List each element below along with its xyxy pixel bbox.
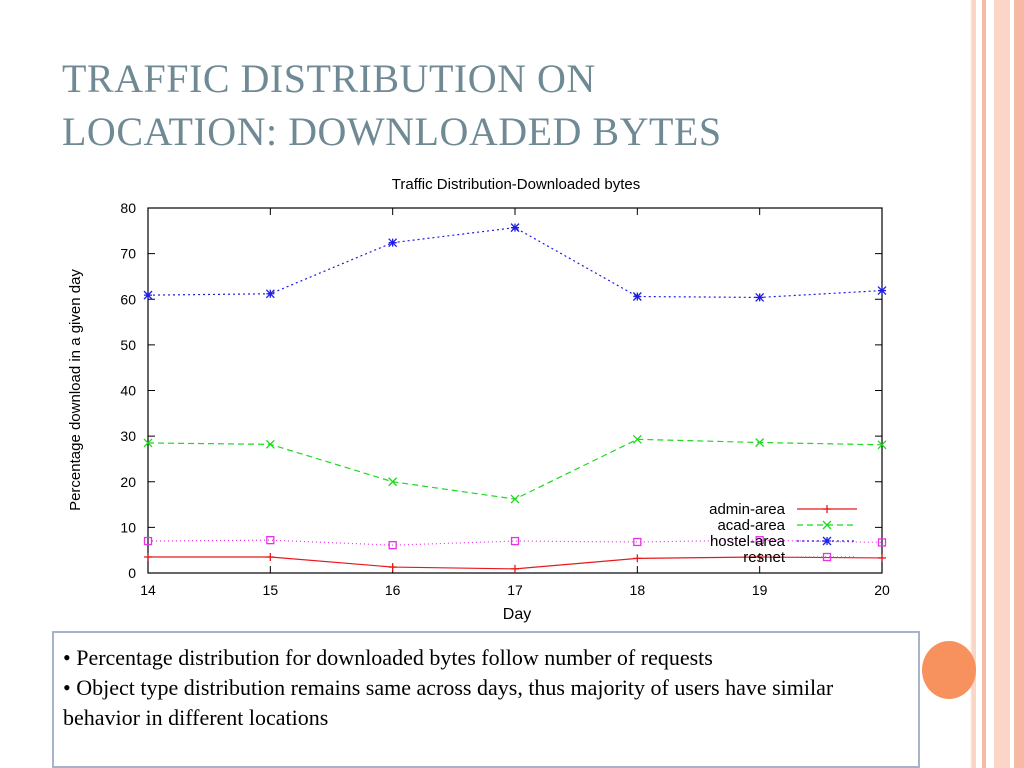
y-tick-label: 40 xyxy=(120,383,136,399)
data-point xyxy=(632,434,642,444)
y-tick-label: 0 xyxy=(128,565,136,581)
bullet-point-1: • Percentage distribution for downloaded… xyxy=(63,645,713,670)
y-tick-label: 50 xyxy=(120,337,136,353)
data-point xyxy=(633,537,642,547)
data-point xyxy=(632,292,642,301)
data-point xyxy=(877,286,887,296)
data-point xyxy=(143,438,153,448)
data-point xyxy=(755,438,765,447)
legend-label: acad-area xyxy=(717,517,785,534)
x-tick-label: 19 xyxy=(752,582,768,598)
data-point xyxy=(265,439,275,449)
legend-marker xyxy=(823,505,831,513)
data-point xyxy=(143,536,153,546)
data-point xyxy=(877,440,887,450)
legend-marker xyxy=(822,520,832,530)
bullet-point-2: • Object type distribution remains same … xyxy=(63,675,834,730)
data-point xyxy=(511,564,519,573)
y-tick-label: 80 xyxy=(120,200,136,216)
data-point xyxy=(510,494,520,504)
legend-label: admin-area xyxy=(709,501,786,518)
series-line xyxy=(147,438,883,500)
x-tick-label: 15 xyxy=(263,582,279,598)
data-point xyxy=(877,538,887,547)
data-point xyxy=(755,292,765,302)
line-chart: Traffic Distribution-Downloaded bytes Da… xyxy=(67,176,890,623)
bullet-box: • Percentage distribution for downloaded… xyxy=(52,631,920,768)
data-point xyxy=(388,238,398,248)
x-tick-label: 18 xyxy=(630,582,646,598)
chart-title: Traffic Distribution-Downloaded bytes xyxy=(392,176,640,193)
data-point xyxy=(388,541,397,550)
decorative-right-border xyxy=(970,0,1024,768)
data-point xyxy=(144,553,152,562)
data-point xyxy=(388,477,398,487)
series-resnet xyxy=(143,536,887,550)
data-point xyxy=(755,536,764,545)
y-tick-label: 10 xyxy=(120,519,136,535)
data-point xyxy=(510,223,520,233)
series-line xyxy=(147,226,883,299)
legend-label: hostel-area xyxy=(710,533,786,550)
data-point xyxy=(265,289,275,299)
data-point xyxy=(755,553,764,562)
data-point xyxy=(878,553,886,562)
series-acad-area xyxy=(143,434,887,504)
y-tick-label: 60 xyxy=(120,291,136,307)
data-point xyxy=(266,553,275,562)
legend-marker xyxy=(822,536,832,546)
slide-title-line-1: TRAFFIC DISTRIBUTION ON xyxy=(62,56,596,101)
x-tick-label: 17 xyxy=(507,582,523,598)
chart-series xyxy=(143,223,887,573)
slide-title: TRAFFIC DISTRIBUTION ON LOCATION: DOWNLO… xyxy=(62,52,922,158)
y-tick-label: 30 xyxy=(120,428,136,444)
series-admin-area xyxy=(144,553,886,573)
y-axis-label: Percentage download in a given day xyxy=(67,269,84,511)
x-axis-label: Day xyxy=(503,606,531,623)
y-tick-label: 70 xyxy=(120,246,136,262)
x-tick-label: 14 xyxy=(140,582,156,598)
x-tick-label: 16 xyxy=(385,582,401,598)
data-point xyxy=(266,536,275,545)
slide-title-line-2: LOCATION: DOWNLOADED BYTES xyxy=(62,109,722,154)
series-hostel-area xyxy=(143,223,887,302)
data-point xyxy=(633,554,642,563)
y-tick-label: 20 xyxy=(120,474,136,490)
data-point xyxy=(143,290,153,300)
decorative-orange-circle xyxy=(922,641,976,699)
data-point xyxy=(510,536,520,546)
data-point xyxy=(388,563,397,572)
legend-marker xyxy=(822,552,832,562)
legend-label: resnet xyxy=(743,549,786,566)
x-tick-label: 20 xyxy=(874,582,890,598)
chart-axes: 0 10 20 30 40 50 60 70 80 14 15 16 17 18 19 20 xyxy=(120,200,890,598)
